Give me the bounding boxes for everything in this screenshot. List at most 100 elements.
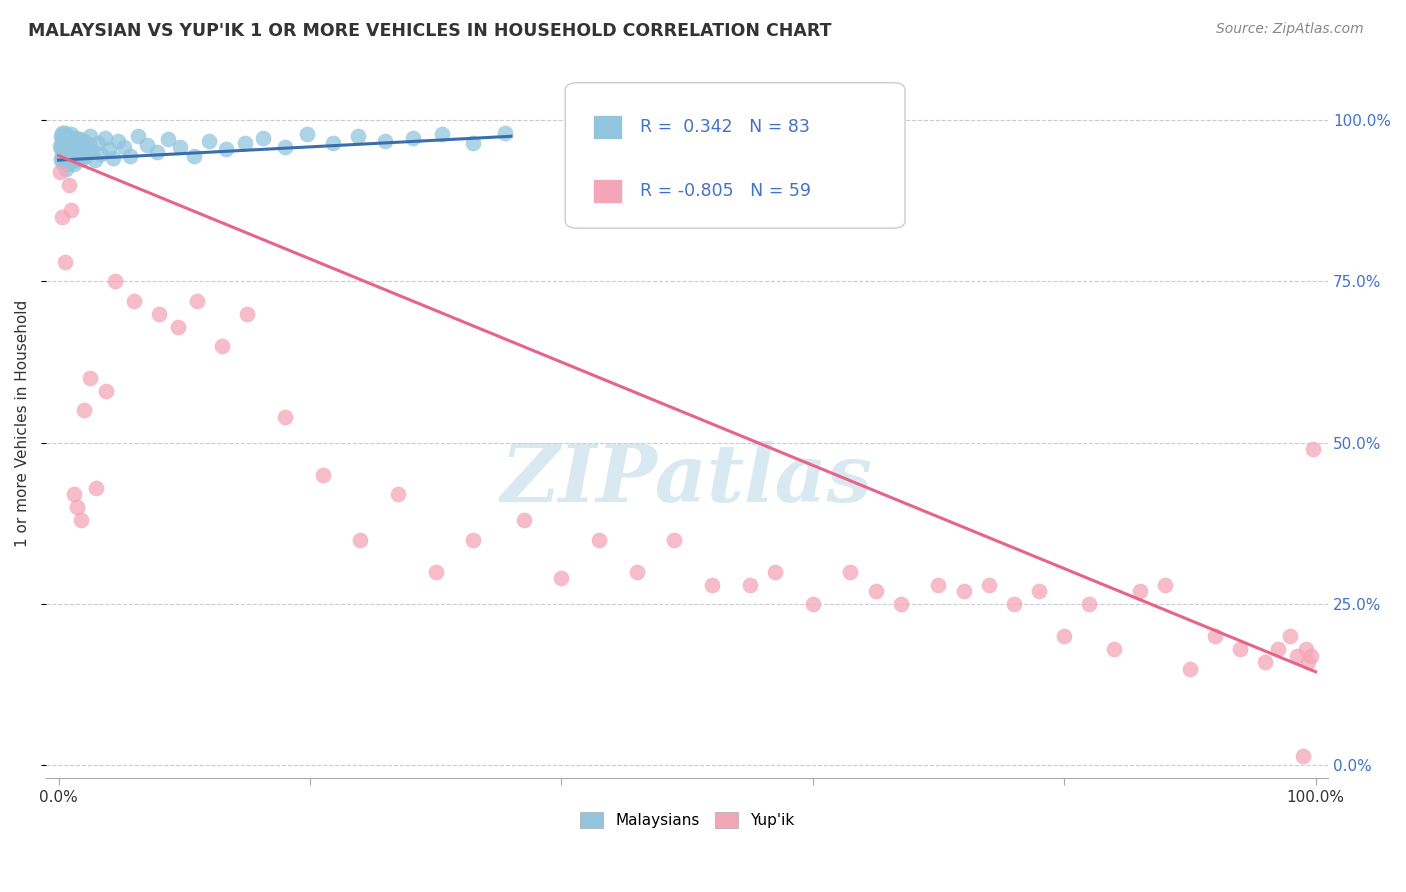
Point: [865, 584, 887, 599]
Point: [664, 533, 686, 547]
Point: [801, 597, 824, 611]
Text: Source: ZipAtlas.com: Source: ZipAtlas.com: [1216, 22, 1364, 37]
Point: [252, 131, 274, 145]
Point: [104, 275, 127, 289]
Point: [1153, 577, 1175, 591]
Point: [1129, 584, 1152, 599]
Point: [56, 129, 79, 144]
Bar: [593, 178, 621, 203]
Point: [66, 145, 89, 160]
Point: [73, 134, 96, 148]
Point: [51, 148, 73, 162]
Point: [112, 140, 135, 154]
Point: [952, 584, 974, 599]
Point: [1204, 629, 1226, 643]
Point: [55, 132, 77, 146]
Point: [211, 339, 233, 353]
Point: [65, 153, 87, 168]
Point: [512, 513, 534, 527]
Point: [60, 128, 83, 142]
Point: [169, 140, 191, 154]
Point: [186, 293, 208, 308]
Point: [82, 144, 104, 158]
Point: [977, 577, 1000, 591]
Point: [311, 467, 333, 482]
Point: [738, 577, 761, 591]
Legend: Malaysians, Yup'ik: Malaysians, Yup'ik: [574, 806, 800, 834]
Point: [69, 132, 91, 146]
Point: [1078, 597, 1101, 611]
Point: [52, 152, 75, 166]
Text: ZIPatlas: ZIPatlas: [501, 442, 873, 519]
Point: [122, 293, 145, 308]
Point: [120, 148, 142, 162]
Point: [79, 371, 101, 385]
Point: [1178, 661, 1201, 675]
Point: [77, 137, 100, 152]
Point: [84, 481, 107, 495]
Point: [101, 151, 124, 165]
Point: [49, 129, 72, 144]
Point: [1002, 597, 1025, 611]
Point: [425, 565, 447, 579]
Point: [60, 142, 83, 156]
Point: [63, 146, 86, 161]
Point: [53, 148, 76, 162]
Point: [1229, 642, 1251, 657]
Point: [1296, 655, 1319, 669]
Point: [49, 165, 72, 179]
Point: [763, 565, 786, 579]
Point: [1279, 629, 1302, 643]
Point: [274, 140, 297, 154]
Point: [51, 126, 73, 140]
Point: [79, 129, 101, 144]
Point: [145, 145, 167, 160]
Point: [550, 571, 572, 585]
Point: [1285, 648, 1308, 663]
Point: [66, 136, 89, 150]
Point: [84, 153, 107, 168]
Point: [274, 409, 297, 424]
Point: [58, 152, 80, 166]
Point: [55, 161, 77, 176]
Point: [1267, 642, 1289, 657]
Point: [73, 140, 96, 154]
Point: [86, 136, 108, 150]
Point: [56, 157, 79, 171]
Text: R = -0.805   N = 59: R = -0.805 N = 59: [640, 182, 811, 201]
Point: [349, 533, 371, 547]
Point: [94, 131, 117, 145]
Point: [58, 144, 80, 158]
Point: [51, 155, 73, 169]
Point: [1299, 648, 1322, 663]
Point: [430, 128, 453, 142]
Point: [62, 134, 84, 148]
Point: [51, 136, 73, 150]
Point: [890, 597, 912, 611]
Point: [148, 307, 170, 321]
Point: [55, 151, 77, 165]
Point: [96, 384, 118, 398]
Point: [1302, 442, 1324, 457]
Y-axis label: 1 or more Vehicles in Household: 1 or more Vehicles in Household: [15, 300, 30, 547]
Point: [135, 137, 157, 152]
Point: [53, 255, 76, 269]
Point: [53, 155, 76, 169]
Point: [463, 533, 485, 547]
Point: [60, 203, 83, 218]
Point: [59, 140, 82, 154]
Point: [62, 487, 84, 501]
Point: [52, 129, 75, 144]
Point: [1254, 655, 1277, 669]
Point: [63, 139, 86, 153]
Point: [60, 152, 83, 166]
Point: [59, 155, 82, 169]
Point: [322, 136, 344, 150]
Point: [387, 487, 409, 501]
Point: [70, 142, 93, 156]
Point: [60, 148, 83, 162]
Point: [1292, 748, 1315, 763]
Point: [374, 134, 396, 148]
Point: [1053, 629, 1076, 643]
Point: [53, 134, 76, 148]
